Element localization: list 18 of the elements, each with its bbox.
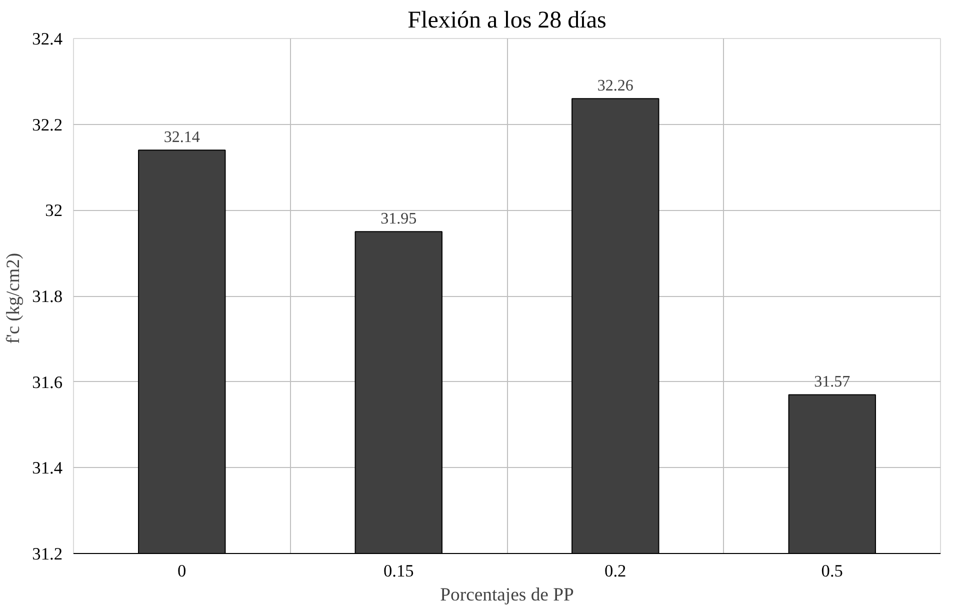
y-tick-label: 31.6 [32,372,63,392]
x-axis-title: Porcentajes de PP [440,584,574,606]
y-tick-label: 31.4 [32,458,63,478]
x-tick-label: 0.2 [604,562,626,580]
y-tick-label: 32 [45,201,62,220]
x-tick-label: 0.15 [383,562,414,580]
y-tick-label: 31.8 [32,287,63,306]
x-tick-label: 0.5 [821,562,843,580]
data-label: 32.14 [164,129,200,146]
y-axis-title: f'c (kg/cm2) [3,252,24,344]
y-tick-label: 31.2 [32,544,63,564]
data-label: 32.26 [597,78,634,95]
data-label: 31.95 [380,210,417,228]
y-tick-label: 32.4 [32,30,63,48]
x-tick-label: 0 [178,562,186,580]
data-label: 31.57 [814,374,850,391]
y-tick-label: 32.2 [32,115,63,134]
chart-title: Flexión a los 28 días [408,8,606,34]
